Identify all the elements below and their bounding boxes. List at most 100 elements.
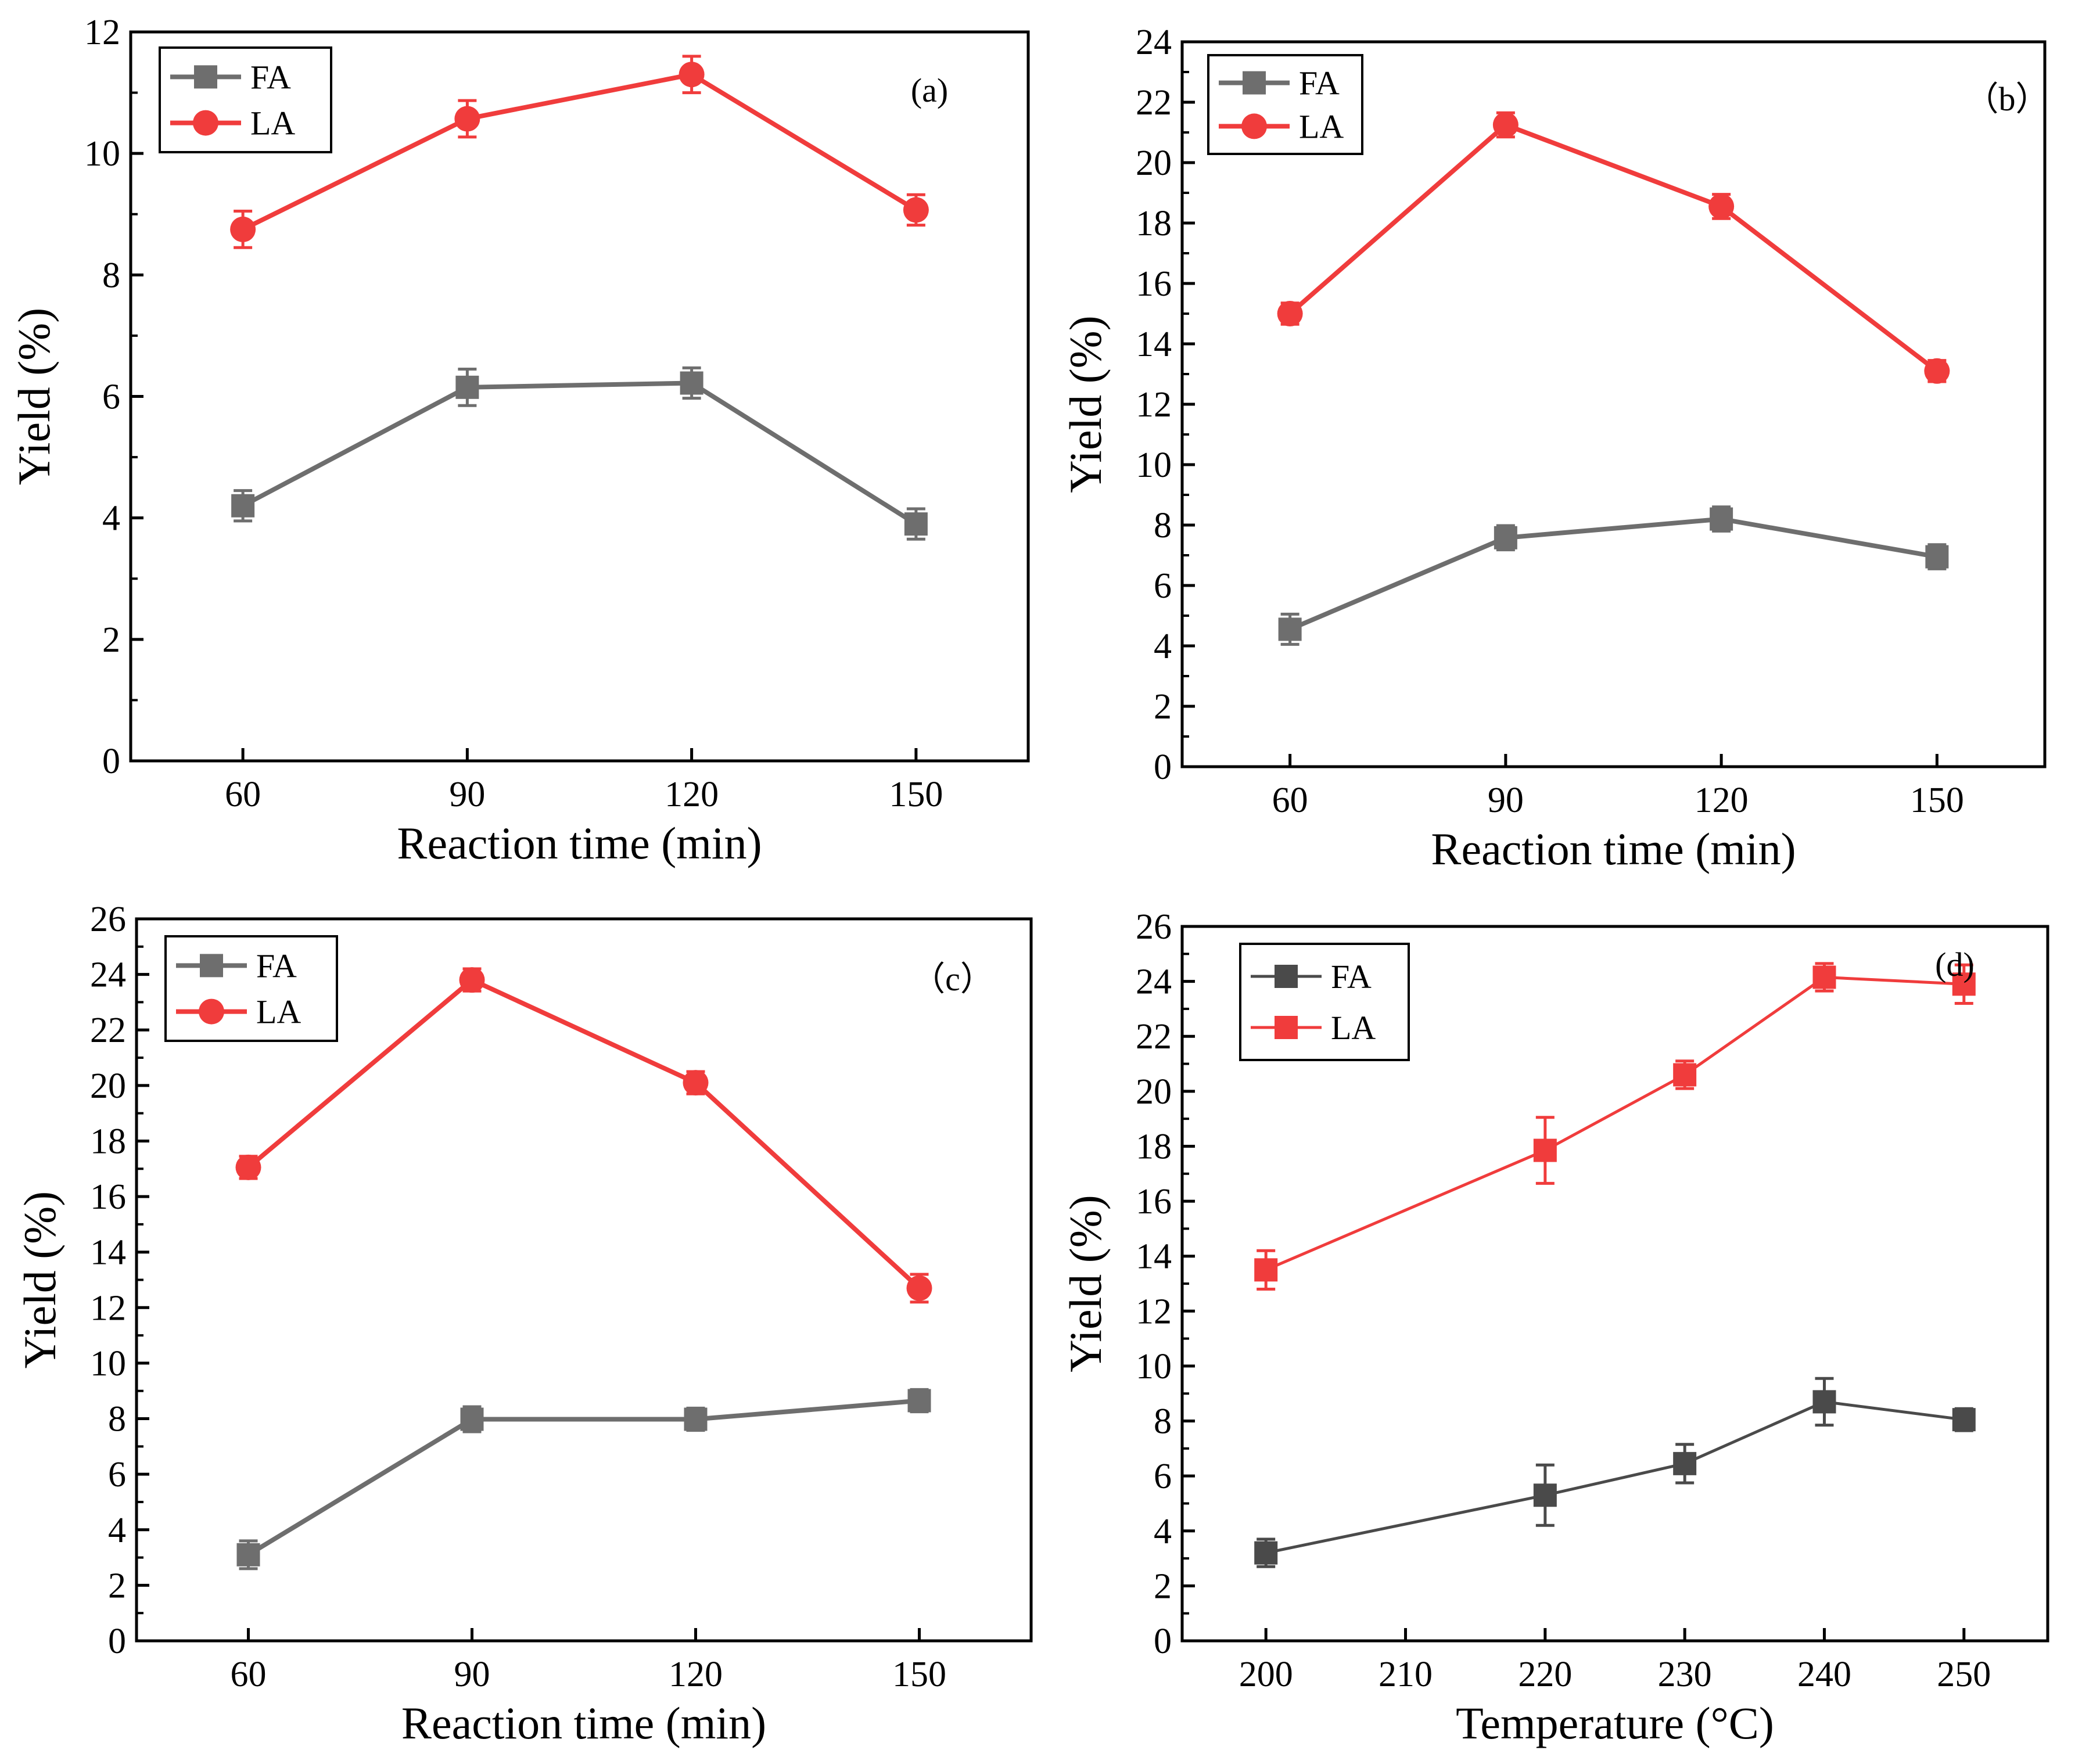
y-tick-label: 20 xyxy=(1136,143,1172,183)
data-point xyxy=(1254,1541,1278,1565)
y-tick-label: 0 xyxy=(1154,1622,1172,1661)
data-point xyxy=(454,106,480,132)
y-tick-label: 10 xyxy=(84,134,120,174)
data-point xyxy=(1533,1483,1557,1507)
x-tick-label: 150 xyxy=(1910,781,1964,820)
data-point xyxy=(907,1389,931,1413)
data-point xyxy=(455,375,479,399)
y-tick-label: 24 xyxy=(90,955,126,995)
y-tick-label: 12 xyxy=(90,1288,126,1328)
x-tick-label: 200 xyxy=(1239,1655,1293,1694)
y-tick-label: 4 xyxy=(1154,1512,1172,1551)
legend-box xyxy=(1207,54,1363,155)
data-point xyxy=(903,197,929,223)
data-point xyxy=(1710,507,1733,531)
y-tick-label: 8 xyxy=(1154,506,1172,545)
x-axis-title: Reaction time (min) xyxy=(1431,824,1796,874)
series-la xyxy=(230,55,929,249)
legend: FA LA xyxy=(1207,54,1363,155)
x-tick-label: 120 xyxy=(665,775,719,814)
x-tick-label: 90 xyxy=(449,775,485,814)
y-tick-label: 10 xyxy=(1136,445,1172,485)
y-tick-label: 2 xyxy=(1154,687,1172,727)
y-tick-label: 10 xyxy=(1136,1347,1172,1386)
y-tick-label: 4 xyxy=(102,499,120,538)
legend-label: LA xyxy=(1331,1009,1376,1047)
data-point xyxy=(1494,526,1517,549)
panel-label: （c） xyxy=(911,960,994,998)
y-axis-title: Yield (%) xyxy=(1060,315,1111,493)
legend: FA LA xyxy=(1239,943,1410,1061)
y-tick-label: 8 xyxy=(102,256,120,295)
legend-label: FA xyxy=(250,58,291,96)
legend-label: FA xyxy=(1331,958,1372,996)
legend-marker xyxy=(1243,71,1266,95)
data-point xyxy=(1952,1408,1976,1432)
x-tick-label: 60 xyxy=(225,775,261,814)
x-tick-label: 240 xyxy=(1797,1655,1851,1694)
y-tick-label: 2 xyxy=(1154,1566,1172,1606)
y-tick-label: 12 xyxy=(84,13,120,52)
legend-marker xyxy=(200,954,223,978)
legend: FA LA xyxy=(164,935,338,1042)
data-point xyxy=(235,1154,261,1180)
data-point xyxy=(1924,358,1950,384)
y-tick-label: 16 xyxy=(1136,264,1172,304)
y-tick-label: 6 xyxy=(108,1455,126,1494)
data-point xyxy=(679,62,705,88)
y-tick-label: 14 xyxy=(90,1233,126,1273)
y-tick-label: 2 xyxy=(102,620,120,660)
data-point xyxy=(1708,193,1735,220)
x-tick-label: 90 xyxy=(454,1655,490,1694)
data-point xyxy=(1492,112,1519,138)
panel-label: (a) xyxy=(911,71,948,109)
y-tick-label: 22 xyxy=(1136,1017,1172,1057)
data-point xyxy=(236,1543,260,1566)
x-axis-title: Reaction time (min) xyxy=(397,818,762,868)
y-tick-label: 6 xyxy=(1154,566,1172,606)
y-tick-label: 22 xyxy=(1136,83,1172,123)
series-la xyxy=(1277,111,1950,384)
x-tick-label: 120 xyxy=(1695,781,1749,820)
series-line xyxy=(1288,123,1939,373)
y-tick-label: 12 xyxy=(1136,385,1172,425)
series-line xyxy=(242,72,917,232)
series-line xyxy=(246,978,921,1290)
y-tick-label: 26 xyxy=(90,900,126,939)
x-tick-label: 60 xyxy=(1272,781,1308,820)
y-axis-title: Yield (%) xyxy=(15,1191,65,1368)
x-tick-label: 120 xyxy=(669,1655,723,1694)
y-tick-label: 20 xyxy=(1136,1072,1172,1112)
legend-marker xyxy=(193,110,218,136)
legend-marker xyxy=(194,65,217,89)
legend: FA LA xyxy=(159,46,332,153)
legend-label: FA xyxy=(256,947,297,985)
data-point xyxy=(683,1070,709,1096)
y-tick-label: 24 xyxy=(1136,23,1172,62)
legend-marker xyxy=(1275,965,1298,988)
series-la xyxy=(1254,962,1976,1291)
x-tick-label: 150 xyxy=(889,775,943,814)
y-tick-label: 18 xyxy=(1136,1127,1172,1166)
data-point xyxy=(906,1275,932,1301)
chart-panel-a: 0 2 4 6 8 10 12 60 90 120 150 Reaction time (min) Yi… xyxy=(9,13,1030,868)
x-tick-label: 60 xyxy=(231,1655,267,1694)
y-tick-label: 18 xyxy=(1136,204,1172,243)
data-point xyxy=(1277,301,1303,326)
x-tick-label: 90 xyxy=(1488,781,1524,820)
y-tick-label: 2 xyxy=(108,1566,126,1605)
y-tick-label: 0 xyxy=(108,1622,126,1661)
y-tick-label: 6 xyxy=(102,378,120,417)
x-axis-title: Temperature (°C) xyxy=(1456,1698,1774,1748)
y-tick-label: 8 xyxy=(108,1400,126,1439)
y-tick-label: 26 xyxy=(1136,907,1172,947)
data-point xyxy=(1812,965,1836,989)
y-tick-label: 16 xyxy=(1136,1182,1172,1221)
y-tick-label: 20 xyxy=(90,1066,126,1106)
legend-box xyxy=(1239,943,1410,1061)
series-line xyxy=(1289,516,1938,632)
series-la xyxy=(235,967,932,1304)
